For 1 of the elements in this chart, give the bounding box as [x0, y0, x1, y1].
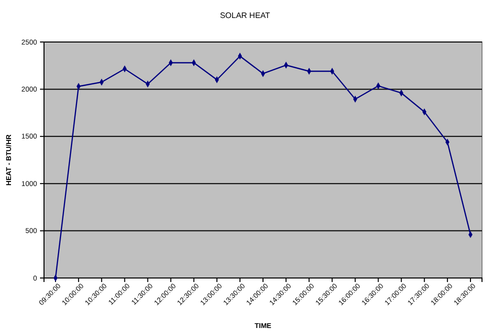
- chart-title: SOLAR HEAT: [220, 11, 270, 20]
